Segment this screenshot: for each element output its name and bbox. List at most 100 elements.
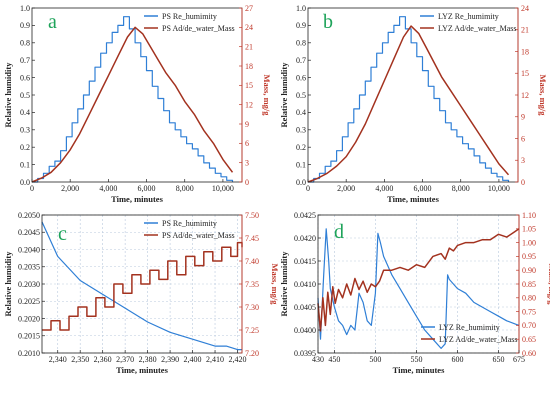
x-tick-label: 2,380 [139,355,157,364]
legend-entry: LYZ Re_humimity [438,12,499,21]
y2-tick-label: 18 [521,47,529,56]
y-tick-label: 0.4 [296,108,306,117]
x-tick-label: 10,000 [488,184,510,193]
x-tick-label: 2,370 [116,355,134,364]
y-tick-label: 0.0420 [294,234,316,243]
x-tick-label: 2,350 [71,355,89,364]
y-tick-label: 0.0 [296,178,306,187]
y2-tick-label: 0.65 [522,335,536,344]
y-tick-label: 0.1 [296,160,306,169]
y2-tick-label: 6 [521,134,525,143]
x-tick-label: 8,000 [176,184,194,193]
y-axis-label: Relative humidity [3,62,13,128]
y2-tick-label: 3 [245,158,249,167]
plot-frame [307,7,519,183]
y2-tick-label: 7.25 [245,326,259,335]
x-axis-label: Time, minutes [116,365,168,375]
series-line-0 [41,221,242,351]
chart-panel-d: 0.0395 0.0400 0.0405 0.0410 0.0415 0.0420 0.04… [279,211,550,375]
y2-axis-label: Mass, mg/g [547,263,550,305]
y2-tick-label: 0.85 [522,280,536,289]
y-tick-label: 0.0395 [294,349,316,358]
y2-tick-label: 7.45 [245,234,259,243]
y-tick-label: 0.9 [296,21,306,30]
y-tick-label: 0.2015 [18,332,40,341]
y2-tick-label: 18 [245,62,253,71]
panel-letter: c [58,223,67,245]
x-tick-label: 2,340 [49,355,67,364]
y-tick-label: 1.0 [296,4,306,13]
y2-tick-label: 9 [245,120,249,129]
x-axis-label: Time, minutes [387,194,439,204]
y2-tick-label: 1.05 [522,225,536,234]
x-tick-label: 4,000 [375,184,393,193]
legend-entry: PS Ad/de_water_Mass [162,231,235,240]
legend-entry: LYZ Ad/de_water_Mass [438,24,517,33]
series-line-1 [42,241,243,331]
x-tick-label: 2,360 [94,355,112,364]
x-tick-label: 675 [513,355,525,364]
y-tick-label: 0.2045 [18,228,40,237]
x-tick-label: 650 [492,355,504,364]
y-tick-label: 0.2020 [18,314,40,323]
x-tick-label: 4,000 [99,184,117,193]
x-tick-label: 600 [451,355,463,364]
x-tick-label: 2,000 [337,184,355,193]
y2-tick-label: 9 [521,113,525,122]
panel-letter: b [323,11,333,33]
y-tick-label: 0.2040 [18,245,40,254]
y2-tick-label: 15 [521,69,529,78]
y-tick-label: 0.5 [20,91,30,100]
y2-tick-label: 0.60 [522,349,536,358]
panel-letter: d [334,221,344,243]
y-tick-label: 0.2 [20,143,30,152]
y-axis-label: Relative humidity [279,251,289,317]
legend-entry: PS Re_humimity [162,219,217,228]
x-tick-label: 0 [306,184,310,193]
y2-tick-label: 24 [521,4,529,13]
x-tick-label: 2,390 [161,355,179,364]
y-tick-label: 0.0400 [294,326,316,335]
legend-entry: LYZ Ad/de_water_Mass [439,335,518,344]
y2-tick-label: 0.70 [522,321,536,330]
x-tick-label: 10,000 [212,184,234,193]
series-line-1 [307,25,510,183]
y2-tick-label: 1.10 [522,211,536,220]
y-tick-label: 0.3 [296,126,306,135]
chart-panel-c: 0.2010 0.2015 0.2020 0.2025 0.2030 0.2035 0.20… [3,211,280,375]
y2-tick-label: 0.90 [522,266,536,275]
x-tick-label: 6,000 [414,184,432,193]
x-tick-label: 430 [312,355,324,364]
y-tick-label: 0.0410 [294,280,316,289]
plot-frame [31,7,243,183]
y2-tick-label: 12 [521,91,529,100]
x-tick-label: 2,410 [206,355,224,364]
y2-tick-label: 0.75 [522,307,536,316]
y-axis-label: Relative humidity [3,251,13,317]
legend-entry: LYZ Re_humimity [439,323,500,332]
x-tick-label: 450 [328,355,340,364]
series-line-0 [32,16,234,183]
chart-panel-a: 0.0 0.1 0.2 0.3 0.4 0.5 0.6 0.7 0.8 0.9 1.0 0 3 6 9 12 1… [3,4,272,204]
y2-tick-label: 21 [521,26,529,35]
y2-tick-label: 3 [521,156,525,165]
y-tick-label: 0.0 [20,178,30,187]
y2-tick-label: 0.80 [522,294,536,303]
y-tick-label: 0.8 [296,39,306,48]
chart-panel-b: 0.0 0.1 0.2 0.3 0.4 0.5 0.6 0.7 0.8 0.9 1.0 0 3 6 9 12 1… [279,4,548,204]
y2-tick-label: 6 [245,139,249,148]
y2-tick-label: 7.35 [245,280,259,289]
y-tick-label: 0.4 [20,108,30,117]
y-tick-label: 0.0425 [294,211,316,220]
y2-tick-label: 7.30 [245,303,259,312]
series-line-1 [31,26,234,183]
y-tick-label: 0.2030 [18,280,40,289]
y-tick-label: 0.5 [296,91,306,100]
legend-entry: PS Ad/de_water_Mass [162,24,235,33]
x-tick-label: 500 [369,355,381,364]
y-tick-label: 0.2050 [18,211,40,220]
y-tick-label: 0.2025 [18,297,40,306]
y-tick-label: 1.0 [20,4,30,13]
y-tick-label: 0.6 [296,73,306,82]
x-axis-label: Time, minutes [393,365,445,375]
